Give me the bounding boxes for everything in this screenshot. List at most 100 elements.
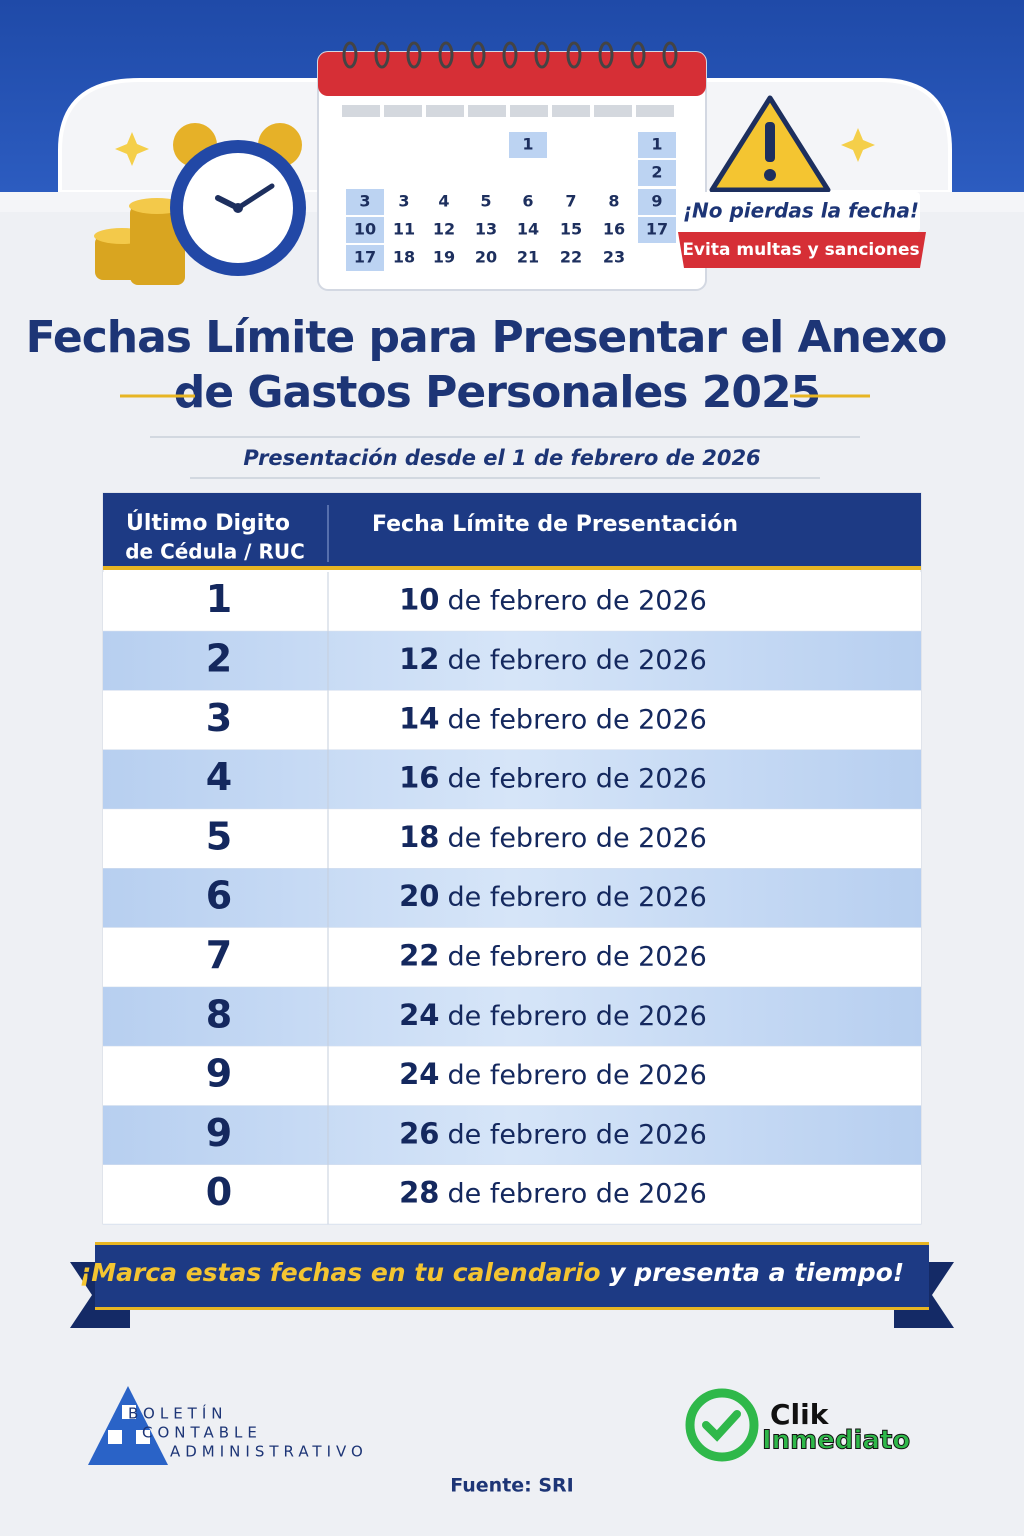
date-rest: de febrero de 2026 <box>447 763 706 794</box>
table-row <box>103 690 921 750</box>
date-day: 16 <box>399 761 439 795</box>
calendar-day: 6 <box>522 192 533 211</box>
table-row <box>103 809 921 869</box>
calendar-ring <box>342 41 358 69</box>
date-cell: 16 de febrero de 2026 <box>399 761 707 795</box>
date-rest: de febrero de 2026 <box>447 941 706 972</box>
date-rest: de febrero de 2026 <box>447 1000 706 1031</box>
digit-cell: 2 <box>206 636 232 680</box>
date-day: 24 <box>399 1057 439 1091</box>
calendar-day: 13 <box>475 220 497 239</box>
table-row <box>103 572 921 632</box>
date-day: 24 <box>399 998 439 1032</box>
calendar-ring <box>566 41 582 69</box>
date-rest: de febrero de 2026 <box>447 585 706 616</box>
table-row <box>103 927 921 988</box>
date-rest: de febrero de 2026 <box>447 1119 706 1150</box>
calendar-day: 11 <box>393 220 415 239</box>
calendar-day: 15 <box>560 220 582 239</box>
date-rest: de febrero de 2026 <box>447 644 706 675</box>
digit-cell: 5 <box>206 814 232 858</box>
banner-text: ¡Marca estas fechas en tu calendario y p… <box>80 1258 904 1287</box>
calendar-day: 20 <box>475 248 497 267</box>
calendar-cell <box>638 217 676 243</box>
title-line: de Gastos Personales 2025 <box>174 367 821 418</box>
alarm-clock <box>170 123 306 276</box>
date-cell: 10 de febrero de 2026 <box>399 583 707 617</box>
digit-cell: 0 <box>206 1170 232 1214</box>
header-cell: Último Digito <box>126 510 290 536</box>
date-cell: 28 de febrero de 2026 <box>399 1176 707 1210</box>
calendar-ring <box>470 41 486 69</box>
digit-cell: 6 <box>206 874 232 918</box>
table-row <box>103 987 921 1047</box>
banner-highlight: ¡Marca estas fechas en tu calendario <box>80 1258 601 1287</box>
date-rest: de febrero de 2026 <box>447 1178 706 1209</box>
calendar-day: 23 <box>603 248 625 267</box>
calendar-cell <box>346 189 384 215</box>
sparkles <box>115 128 875 166</box>
date-day: 18 <box>399 820 439 854</box>
calendar-day: 7 <box>565 192 576 211</box>
alert-detail: Evita multas y sanciones <box>682 240 919 260</box>
date-rest: de febrero de 2026 <box>447 882 706 913</box>
table-row <box>103 1105 921 1165</box>
date-cell: 12 de febrero de 2026 <box>399 642 707 676</box>
digit-cell: 8 <box>206 992 232 1036</box>
calendar-cell <box>638 160 676 186</box>
calendar-day: 18 <box>393 248 415 267</box>
calendar-ring <box>630 41 646 69</box>
table-row <box>103 868 921 928</box>
calendar-ring <box>502 41 518 69</box>
date-cell: 14 de febrero de 2026 <box>399 701 707 735</box>
date-day: 14 <box>399 701 439 735</box>
date-cell: 24 de febrero de 2026 <box>399 1057 707 1091</box>
calendar-ring <box>374 41 390 69</box>
logo-left-text: CONTABLE <box>142 1424 262 1442</box>
digit-cell: 3 <box>206 696 232 740</box>
date-rest: de febrero de 2026 <box>447 1060 706 1091</box>
date-cell: 24 de febrero de 2026 <box>399 998 707 1032</box>
calendar-day: 9 <box>651 192 662 211</box>
subtitle-rules <box>150 436 860 479</box>
calendar-day: 17 <box>646 220 668 239</box>
warning-sign <box>709 95 831 193</box>
alert-headline: ¡No pierdas la fecha! <box>683 199 919 223</box>
date-day: 22 <box>399 938 439 972</box>
calendar-day: 22 <box>560 248 582 267</box>
table-row <box>103 631 921 691</box>
table-row <box>103 1046 921 1106</box>
calendar-cell <box>638 189 676 215</box>
logo-right-text: Inmediato <box>762 1426 910 1456</box>
header-cell: Fecha Límite de Presentación <box>372 512 738 537</box>
calendar-day: 21 <box>517 248 539 267</box>
calendar-day: 3 <box>398 192 409 211</box>
calendar-day: 8 <box>608 192 619 211</box>
calendar-day: 16 <box>603 220 625 239</box>
calendar-day: 14 <box>517 220 539 239</box>
calendar-cell <box>346 245 384 271</box>
date-day: 12 <box>399 642 439 676</box>
digit-cell: 1 <box>206 577 232 621</box>
digit-cell: 7 <box>206 933 232 977</box>
date-cell: 26 de febrero de 2026 <box>399 1116 707 1150</box>
date-cell: 18 de febrero de 2026 <box>399 820 707 854</box>
title-line: Fechas Límite para Presentar el Anexo <box>26 312 947 363</box>
calendar-cell <box>638 132 676 158</box>
source: Fuente: SRI <box>450 1475 574 1497</box>
date-cell: 20 de febrero de 2026 <box>399 879 707 913</box>
table-row <box>103 749 921 810</box>
date-rest: de febrero de 2026 <box>447 704 706 735</box>
date-day: 10 <box>399 583 439 617</box>
header-cell: de Cédula / RUC <box>125 540 305 564</box>
digit-cell: 9 <box>206 1111 232 1155</box>
calendar-ring <box>438 41 454 69</box>
calendar-cell <box>509 132 547 158</box>
alert-bar <box>678 232 926 268</box>
banner-rest: y presenta a tiempo! <box>601 1258 905 1287</box>
calendar-day: 10 <box>354 220 376 239</box>
calendar-ring <box>534 41 550 69</box>
date-day: 26 <box>399 1116 439 1150</box>
